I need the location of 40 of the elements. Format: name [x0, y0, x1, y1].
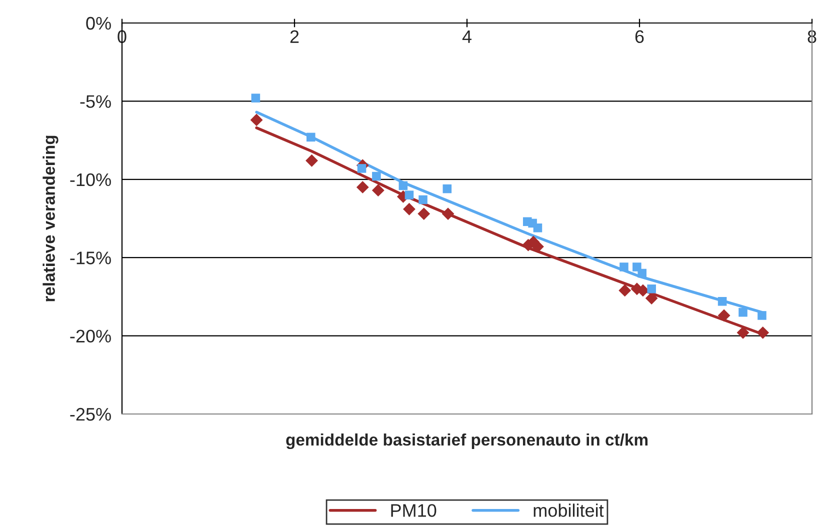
point: [620, 262, 628, 272]
point: [718, 309, 730, 322]
x-tick-label: 6: [635, 30, 644, 44]
point: [532, 240, 544, 253]
point: [756, 326, 770, 339]
point: [758, 311, 766, 320]
point: [533, 223, 542, 232]
point: [372, 172, 381, 181]
y-tick-label: -10%: [70, 173, 111, 186]
y-tick-label: 0%: [86, 16, 111, 30]
x-tick-label: 2: [290, 30, 299, 43]
point: [251, 94, 260, 102]
y-axis-title: relatieve verandering: [42, 136, 58, 302]
point: [356, 181, 369, 194]
point: [442, 184, 452, 194]
legend-label: PM10: [391, 504, 436, 517]
point: [404, 190, 414, 200]
y-tick-label: -25%: [70, 408, 111, 421]
y-tick-label: -5%: [80, 95, 111, 108]
point: [306, 132, 316, 142]
y-tick-label: -20%: [70, 330, 111, 343]
point: [618, 284, 632, 297]
x-tick-label: 4: [462, 30, 472, 43]
point: [403, 202, 416, 216]
point: [418, 195, 428, 204]
point: [638, 268, 646, 278]
y-tick-label: -15%: [70, 252, 111, 264]
point: [250, 114, 263, 126]
point: [357, 164, 366, 173]
point: [736, 326, 750, 339]
point: [306, 154, 318, 167]
point: [718, 297, 727, 306]
x-axis-title: gemiddelde basistarief personenauto in ct/km: [286, 433, 648, 450]
point: [398, 181, 408, 190]
point: [738, 308, 748, 317]
point: [372, 184, 384, 197]
point: [442, 208, 454, 220]
point: [418, 208, 430, 220]
point: [647, 284, 656, 294]
legend-label: mobiliteit: [534, 504, 604, 517]
